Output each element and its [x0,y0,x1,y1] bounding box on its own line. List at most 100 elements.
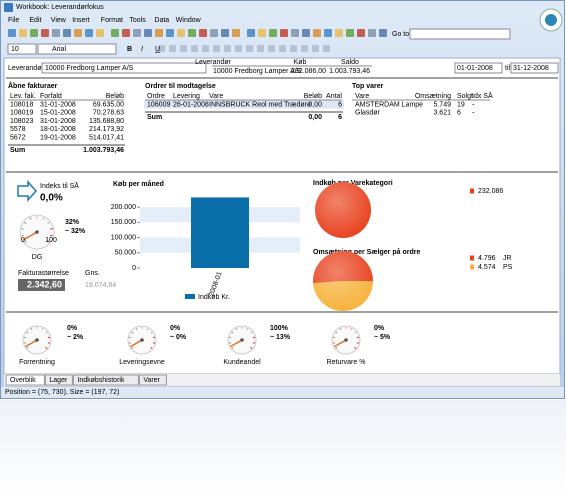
toolbar-button[interactable] [312,45,319,52]
column-header: Omsætning [415,93,451,100]
gauge-tick [356,342,360,344]
table-cell: 18-01-2008 [40,126,76,133]
format-button: B [127,46,132,53]
gauge-tick [21,228,24,230]
toolbar-button[interactable] [269,29,277,37]
goto-combo[interactable] [409,28,511,40]
toolbar-button[interactable] [279,45,286,52]
gauge-scale: 0 [21,237,25,244]
table-cell: 19-01-2008 [40,135,76,142]
toolbar-button[interactable] [85,29,93,37]
toolbar-button[interactable] [169,45,176,52]
app-icon [4,3,13,12]
toolbar-button[interactable] [158,45,165,52]
toolbar-button[interactable] [8,29,16,37]
tab[interactable] [44,374,73,386]
table-cell: 108018 [10,101,33,108]
toolbar-button[interactable] [290,45,297,52]
toolbar-button[interactable] [111,29,119,37]
gauge-tick [150,346,153,349]
date-from-box[interactable] [454,62,503,74]
toolbar-button[interactable] [221,29,229,37]
gauge-trend: ~ 32% [65,228,86,235]
supplier-combo[interactable] [41,62,207,74]
gauge-tick [335,331,338,334]
toolbar-button[interactable] [166,29,174,37]
sum-cell: 0,00 [308,114,322,121]
toolbar-button[interactable] [368,29,376,37]
chart-title: Omsætning per Sælger på ordre [313,248,420,256]
gauge-label: Forrentning [19,359,55,366]
legend-swatch [470,188,474,194]
gauge-value: 32% [65,219,80,226]
gauge-tick [350,327,353,331]
toolbar-button[interactable] [257,45,264,52]
status-text: Position = (75, 730), Size = (197, 72) [5,389,119,396]
date-to: 31-12-2008 [513,65,549,72]
gauge-trend: ~ 0% [170,334,187,341]
toolbar-button[interactable] [335,29,343,37]
date-to-box[interactable] [510,62,559,74]
toolbar-button[interactable] [232,29,240,37]
toolbar-button[interactable] [357,29,365,37]
gauge-trend: ~ 13% [270,334,291,341]
table-cell: 5.749 [433,101,451,108]
toolbar-button[interactable] [379,29,387,37]
column-header: Levering [173,93,200,100]
toolbar-button[interactable] [74,29,82,37]
toolbar-button[interactable] [30,29,38,37]
tab[interactable] [5,374,45,386]
table-title: Ordrer til modtagelse [145,83,216,90]
toolbar-button[interactable] [144,29,152,37]
window-title: Workbook: Leverandørfokus [16,4,104,11]
menu-item: Format [101,17,123,24]
toolbar-button[interactable] [302,29,310,37]
legend-swatch [470,255,474,261]
toolbar-button[interactable] [122,29,130,37]
toolbar-button[interactable] [313,29,321,37]
toolbar-button[interactable] [247,29,255,37]
toolbar-button[interactable] [202,45,209,52]
toolbar-button[interactable] [41,29,49,37]
toolbar-button[interactable] [268,45,275,52]
toolbar-button[interactable] [291,29,299,37]
toolbar-button[interactable] [52,29,60,37]
tab-label: Varer [143,377,160,384]
toolbar-button[interactable] [155,29,163,37]
toolbar-button[interactable] [177,29,185,37]
toolbar-button[interactable] [280,29,288,37]
column-header: Idx SÅ [472,91,493,100]
toolbar-button[interactable] [235,45,242,52]
toolbar-button[interactable] [96,29,104,37]
gauge-tick [50,234,53,237]
toolbar-button[interactable] [180,45,187,52]
toolbar-button[interactable] [63,29,71,37]
toolbar-button[interactable] [210,29,218,37]
tab[interactable] [72,374,139,386]
gauge-trend: ~ 2% [67,334,84,341]
toolbar-button[interactable] [191,45,198,52]
toolbar-button[interactable] [199,29,207,37]
tab[interactable] [138,374,167,386]
toolbar-button[interactable] [19,29,27,37]
toolbar-button[interactable] [258,29,266,37]
toolbar-button[interactable] [133,29,141,37]
table-cell: 31-01-2008 [40,118,76,125]
font-name: Arial [52,46,66,53]
toolbar-button[interactable] [323,45,330,52]
column-header: Beløb [106,93,124,100]
toolbar-button[interactable] [301,45,308,52]
y-tick-label: 150.000 [111,219,136,226]
toolbar-button[interactable] [346,29,354,37]
toolbar-button[interactable] [213,45,220,52]
table-cell: - [472,110,475,117]
font-name-combo[interactable] [37,43,117,55]
gauge-scale: 100 [45,237,57,244]
toolbar-button[interactable] [246,45,253,52]
toolbar-button[interactable] [188,29,196,37]
table-cell: AMSTERDAM Lampe [355,101,423,108]
index-value: 0,0% [40,193,63,204]
toolbar-button[interactable] [224,45,231,52]
toolbar-button[interactable] [324,29,332,37]
font-size-combo[interactable] [7,43,37,55]
